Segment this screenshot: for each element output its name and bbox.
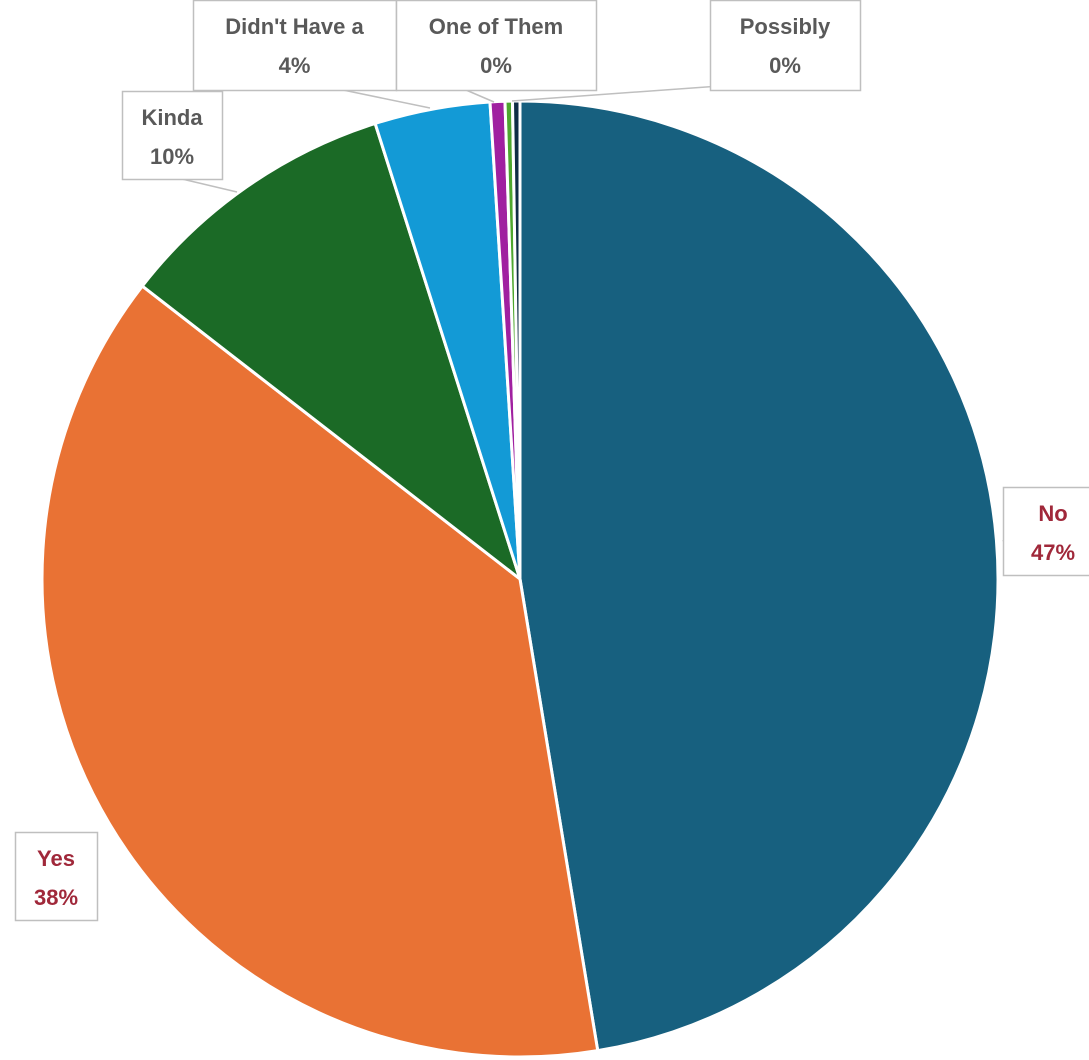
data-label-box-kinda [121,90,224,181]
data-label-percent-one-of-them: 0% [480,53,512,78]
data-label-percent-kinda: 10% [150,144,194,169]
data-label-name-didn-t-have-a: Didn't Have a [225,14,364,39]
data-label-name-one-of-them: One of Them [429,14,563,39]
leader-line-one-of-them [465,89,495,103]
data-label-box-possibly [709,0,862,92]
pie-slices [40,99,1000,1059]
data-label-percent-didn-t-have-a: 4% [279,53,311,78]
data-label-box-yes [14,831,99,922]
data-label-percent-no: 47% [1031,540,1075,565]
data-label-name-possibly: Possibly [740,14,831,39]
leader-line-didn-t-have-a [342,89,431,109]
leader-line-kinda [181,178,238,193]
data-label-name-kinda: Kinda [141,105,203,130]
data-label-percent-yes: 38% [34,885,78,910]
data-label-box-no [1002,486,1089,577]
data-label-name-yes: Yes [37,846,75,871]
data-label-name-no: No [1038,501,1067,526]
pie-slice-kinda [140,121,522,581]
pie-slice-yes [40,284,600,1059]
data-label-box-didn-t-have-a [192,0,398,92]
data-label-percent-possibly: 0% [769,53,801,78]
data-labels: No 47% Yes 38% Kinda 10% Didn't Have a 4% One of… [14,0,1089,922]
leader-line-possibly [511,85,721,102]
pie-slice-no [518,99,1000,1053]
data-label-box-one-of-them [395,0,598,92]
